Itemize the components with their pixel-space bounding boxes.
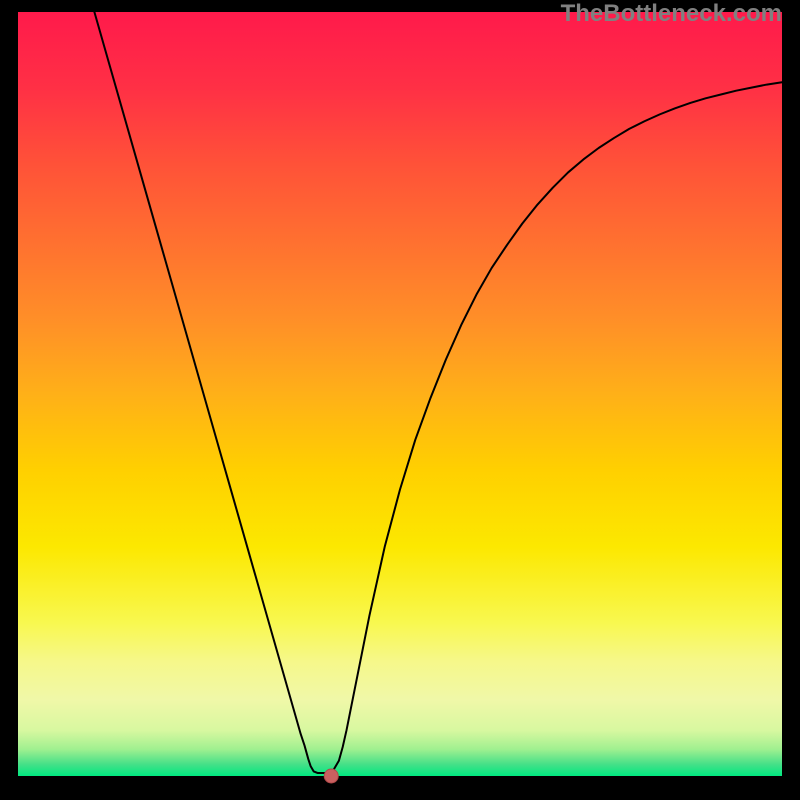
watermark-text: TheBottleneck.com [561,0,782,28]
bottleneck-curve-svg [18,12,782,776]
chart-plot-area [18,12,782,776]
gradient-background [18,12,782,776]
chart-container: TheBottleneck.com [0,0,800,800]
optimum-marker [324,769,338,783]
